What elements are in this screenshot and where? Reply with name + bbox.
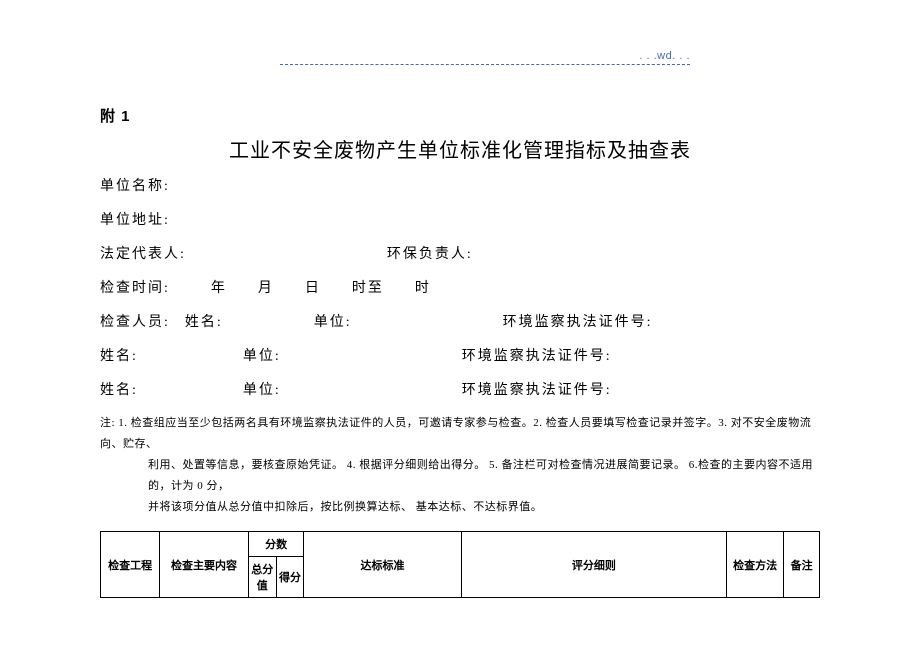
- table-header-row-1: 检查工程 检查主要内容 分数 达标标准 评分细则 检查方法 备注: [101, 532, 820, 557]
- hour-to-label: 时至: [352, 281, 384, 296]
- cert-label-2: 环境监察执法证件号:: [462, 349, 612, 364]
- org-name-label: 单位名称:: [100, 179, 170, 194]
- th-standard: 达标标准: [304, 532, 461, 598]
- hour-label: 时: [415, 281, 431, 296]
- month-label: 月: [258, 281, 274, 296]
- personnel-row-1: 检查人员: 姓名: 单位: 环境监察执法证件号:: [100, 311, 820, 331]
- unit-label-3: 单位:: [243, 383, 281, 398]
- name-label-2: 姓名:: [100, 349, 138, 364]
- env-officer-label: 环保负责人:: [387, 247, 473, 262]
- cert-label-1: 环境监察执法证件号:: [503, 315, 653, 330]
- notes-line-2: 利用、处置等信息，要核查原始凭证。 4. 根据评分细则给出得分。 5. 备注栏可…: [100, 455, 820, 497]
- document-content: 附 1 工业不安全废物产生单位标准化管理指标及抽查表 单位名称: 单位地址: 法…: [100, 105, 820, 598]
- th-project: 检查工程: [101, 532, 160, 598]
- day-label: 日: [305, 281, 321, 296]
- org-addr-row: 单位地址:: [100, 209, 820, 229]
- org-addr-label: 单位地址:: [100, 213, 170, 228]
- th-remark: 备注: [784, 532, 820, 598]
- personnel-row-3: 姓名: 单位: 环境监察执法证件号:: [100, 379, 820, 399]
- document-title: 工业不安全废物产生单位标准化管理指标及抽查表: [100, 134, 820, 163]
- year-label: 年: [211, 281, 227, 296]
- th-score-group: 分数: [248, 532, 304, 557]
- unit-label-2: 单位:: [243, 349, 281, 364]
- notes-line-3: 并将该项分值从总分值中扣除后，按比例换算达标、 基本达标、不达标界值。: [100, 497, 820, 518]
- legal-rep-row: 法定代表人: 环保负责人:: [100, 243, 820, 263]
- th-rules: 评分细则: [461, 532, 726, 598]
- unit-label-1: 单位:: [314, 315, 352, 330]
- notes-block: 注: 1. 检查组应当至少包括两名具有环境监察执法证件的人员，可邀请专家参与检查…: [100, 413, 820, 517]
- legal-rep-label: 法定代表人:: [100, 247, 186, 262]
- check-personnel-label: 检查人员:: [100, 315, 170, 330]
- org-name-row: 单位名称:: [100, 175, 820, 195]
- th-score: 得分: [276, 557, 304, 598]
- name-label-3: 姓名:: [100, 383, 138, 398]
- inspection-table: 检查工程 检查主要内容 分数 达标标准 评分细则 检查方法 备注 总分值 得分: [100, 531, 820, 598]
- header-link-text: . . .wd. . .: [639, 50, 690, 62]
- th-content: 检查主要内容: [160, 532, 249, 598]
- th-total: 总分值: [248, 557, 276, 598]
- name-label-1: 姓名:: [185, 315, 223, 330]
- attachment-label: 附 1: [100, 105, 820, 126]
- th-method: 检查方法: [727, 532, 784, 598]
- header-link: . . .wd. . .: [280, 50, 690, 65]
- check-time-row: 检查时间: 年 月 日 时至 时: [100, 277, 820, 297]
- notes-line-1: 注: 1. 检查组应当至少包括两名具有环境监察执法证件的人员，可邀请专家参与检查…: [100, 413, 820, 455]
- cert-label-3: 环境监察执法证件号:: [462, 383, 612, 398]
- check-time-label: 检查时间:: [100, 281, 170, 296]
- personnel-row-2: 姓名: 单位: 环境监察执法证件号:: [100, 345, 820, 365]
